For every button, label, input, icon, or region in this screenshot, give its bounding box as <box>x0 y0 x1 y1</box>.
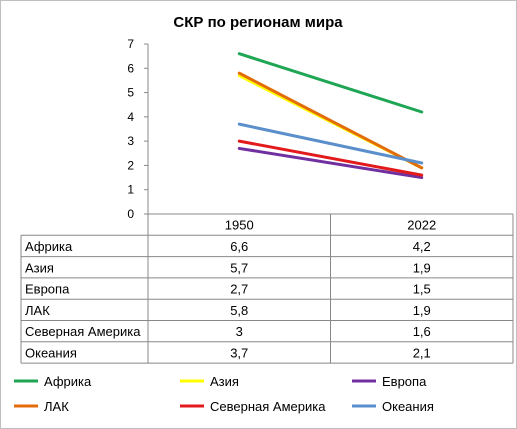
table-cell-value: 5,8 <box>230 303 248 318</box>
table-cell-value: 3 <box>236 324 243 339</box>
table-cell-value: 3,7 <box>230 345 248 360</box>
y-tick-label: 6 <box>127 61 134 75</box>
legend-label: Азия <box>210 374 239 389</box>
table-row-name: Океания <box>25 345 77 360</box>
table-row-name: Европа <box>25 282 70 297</box>
y-tick-label: 7 <box>127 37 134 51</box>
category-label: 1950 <box>225 218 254 233</box>
series-line-4 <box>237 71 424 170</box>
legend-label: Северная Америка <box>210 399 326 414</box>
y-tick-label: 4 <box>127 110 134 124</box>
legend: Африка Азия Европа ЛАК Северная Америка Океан… <box>14 374 434 414</box>
data-table: 1950 2022 Африка 6,6 4,2 Азия 5,7 1,9 Европа 2,7 1… <box>20 213 514 364</box>
table-cell-value: 1,9 <box>413 260 431 275</box>
table-row-name: Азия <box>25 260 54 275</box>
table-cell-value: 2,1 <box>413 345 431 360</box>
y-tick-label: 0 <box>127 207 134 221</box>
series-line-5 <box>237 139 424 177</box>
y-tick-label: 1 <box>127 183 134 197</box>
y-tick-label: 5 <box>127 86 134 100</box>
axis-layer: 0 1 2 3 4 5 6 7 <box>127 37 149 221</box>
y-tick-label: 2 <box>127 158 134 172</box>
legend-label: Океания <box>382 399 434 414</box>
chart-title: СКР по регионам мира <box>173 14 343 31</box>
series-layer <box>237 52 424 180</box>
table-cell-value: 1,9 <box>413 303 431 318</box>
table-cell-value: 1,6 <box>413 324 431 339</box>
table-row-name: ЛАК <box>25 303 50 318</box>
series-line-6 <box>237 122 424 165</box>
legend-label: ЛАК <box>44 399 69 414</box>
series-line-1 <box>237 52 424 114</box>
table-cell-value: 6,6 <box>230 239 248 254</box>
table-cell-value: 1,5 <box>413 282 431 297</box>
table-cell-value: 2,7 <box>230 282 248 297</box>
legend-label: Европа <box>382 374 427 389</box>
table-cell-value: 5,7 <box>230 260 248 275</box>
legend-label: Африка <box>44 374 92 389</box>
category-label: 2022 <box>407 218 436 233</box>
series-line-3 <box>237 146 424 180</box>
table-row-name: Северная Америка <box>25 324 141 339</box>
table-row-name: Африка <box>25 239 73 254</box>
y-tick-label: 3 <box>127 134 134 148</box>
table-cell-value: 4,2 <box>413 239 431 254</box>
